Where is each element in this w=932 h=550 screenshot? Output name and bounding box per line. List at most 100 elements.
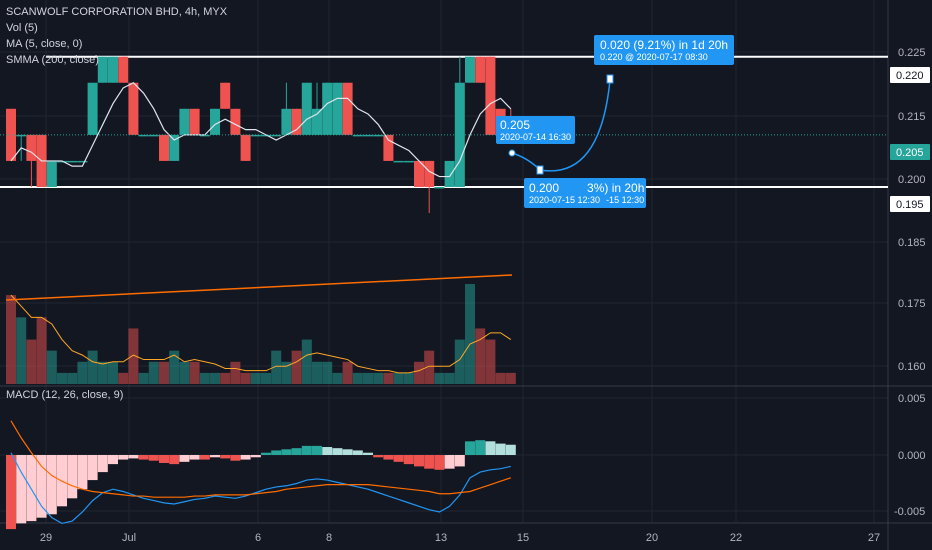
macd-histogram-bar (434, 455, 445, 470)
volume-bar (26, 339, 37, 384)
candle-body (57, 160, 67, 163)
candle-body (179, 108, 190, 135)
volume-bar (281, 361, 292, 384)
candle-body (434, 186, 445, 189)
macd-axis-label: 0.000 (898, 450, 926, 462)
volume-bar (220, 372, 231, 384)
forecast-dip-price: 0.200 (529, 181, 560, 195)
volume-bar (291, 350, 302, 384)
forecast-point-time: 2020-07-14 16:30 (500, 132, 572, 142)
macd-histogram-bar (373, 455, 384, 458)
volume-bar (434, 372, 445, 384)
price-axis-label: 0.215 (898, 111, 926, 123)
macd-histogram-bar (414, 455, 424, 467)
macd-histogram-bar (159, 455, 169, 463)
volume-bar (393, 372, 404, 384)
macd-histogram-bar (444, 455, 455, 469)
candle-body (301, 82, 312, 135)
macd-histogram-bar (240, 455, 251, 460)
candle-body (26, 134, 37, 161)
macd-histogram-bar (169, 455, 180, 465)
time-axis-label: 13 (435, 532, 447, 544)
time-axis-label: 8 (326, 532, 332, 544)
candle-body (465, 56, 475, 83)
candle-body (230, 108, 241, 135)
volume-bar (189, 361, 200, 384)
volume-bar (465, 284, 475, 384)
price-tag-bg (890, 144, 930, 160)
volume-bar (148, 361, 159, 384)
macd-histogram-bar (46, 455, 57, 515)
macd-histogram-bar (77, 455, 88, 490)
volume-bar (46, 350, 57, 384)
candle-body (97, 56, 108, 83)
volume-bar (87, 350, 98, 384)
forecast-target-detail: 0.220 @ 2020-07-17 08:30 (600, 52, 708, 62)
volume-bar (250, 372, 261, 384)
forecast-dip-extra: -15 12:30 (606, 195, 645, 205)
candle-body (342, 82, 353, 135)
volume-bar (475, 328, 486, 384)
macd-histogram-bar (148, 455, 159, 461)
time-axis-label: 29 (40, 532, 52, 544)
macd-histogram-bar (179, 455, 190, 462)
macd-histogram-bar (393, 455, 404, 462)
price-tag-label: 0.195 (896, 199, 924, 211)
macd-legend: MACD (12, 26, close, 9) (6, 389, 124, 401)
candle-body (6, 108, 16, 161)
macd-histogram-bar (261, 452, 271, 455)
time-axis-label: 6 (255, 532, 261, 544)
time-axis-label: 22 (730, 532, 742, 544)
macd-histogram-bar (424, 455, 435, 469)
macd-histogram-bar (291, 448, 302, 455)
macd-histogram-bar (342, 449, 353, 455)
ma-line (10, 82, 512, 178)
time-axis-label: 20 (646, 532, 658, 544)
macd-histogram-bar (250, 455, 261, 458)
macd-histogram-bar (199, 455, 210, 460)
candle-body (261, 134, 271, 137)
volume-bar (444, 372, 455, 384)
volume-bar (485, 339, 496, 384)
macd-histogram-bar (230, 455, 241, 461)
volume-bar (210, 372, 220, 384)
candle-body (67, 160, 78, 163)
candle-body (281, 108, 292, 135)
macd-histogram-bar (108, 455, 118, 465)
volume-bar (271, 350, 282, 384)
macd-histogram-bar (301, 445, 312, 455)
forecast-dip-change: 3%) in 20h (587, 181, 645, 195)
candle-body (159, 134, 169, 161)
volume-bar (414, 361, 424, 384)
volume-bar (363, 372, 373, 384)
macd-histogram-bar (281, 449, 292, 455)
smma-line (5, 274, 513, 301)
macd-histogram-bar (6, 455, 16, 530)
ma-legend: MA (5, close, 0) (6, 38, 83, 50)
macd-histogram-bar (36, 455, 47, 518)
macd-histogram-bar (210, 455, 220, 458)
candle-body (271, 134, 282, 137)
macd-histogram-bar (97, 455, 108, 473)
candle-body (199, 134, 210, 137)
volume-bar (312, 361, 322, 384)
volume-bar (199, 372, 210, 384)
price-axis-label: 0.185 (898, 237, 926, 249)
candle-body (118, 56, 129, 83)
price-tag-bg (890, 196, 930, 212)
macd-histogram-bar (454, 455, 465, 467)
volume-bar (505, 372, 516, 384)
macd-histogram-bar (220, 455, 231, 459)
forecast-target-tooltip: 0.020 (9.21%) in 1d 20h 0.220 @ 2020-07-… (594, 35, 735, 65)
forecast-dip-time: 2020-07-15 12:30 (529, 195, 601, 205)
macd-histogram-bar (16, 455, 27, 524)
volume-bar (301, 339, 312, 384)
volume-bar (169, 350, 180, 384)
volume-bar (352, 372, 363, 384)
macd-axis-label: -0.005 (894, 506, 925, 518)
candle-body (220, 82, 231, 109)
forecast-start-point (508, 149, 516, 157)
volume-bar (230, 361, 241, 384)
macd-histogram-bar (271, 450, 282, 455)
